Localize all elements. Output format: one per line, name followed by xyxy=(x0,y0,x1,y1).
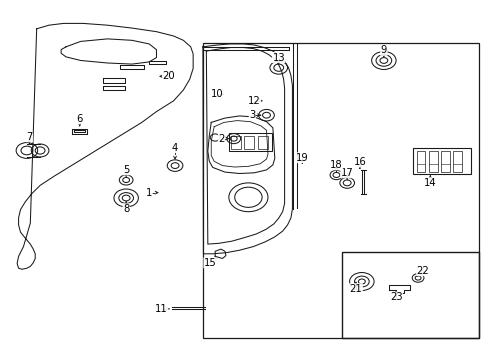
Bar xyxy=(258,136,267,149)
Text: 2: 2 xyxy=(218,134,224,144)
Text: 21: 21 xyxy=(349,284,362,294)
Text: 15: 15 xyxy=(203,258,216,268)
Bar xyxy=(440,151,449,172)
Bar xyxy=(416,151,425,172)
Text: 9: 9 xyxy=(380,45,386,55)
Bar xyxy=(230,136,240,149)
Text: 13: 13 xyxy=(272,53,285,63)
Text: 11: 11 xyxy=(155,304,167,314)
Bar xyxy=(428,151,437,172)
Text: 23: 23 xyxy=(389,292,402,302)
Text: 12: 12 xyxy=(247,96,260,106)
Text: 19: 19 xyxy=(295,153,308,163)
Text: 20: 20 xyxy=(162,71,175,81)
Text: 10: 10 xyxy=(210,89,223,99)
Text: 8: 8 xyxy=(123,204,129,214)
Bar xyxy=(412,148,470,174)
Text: 1: 1 xyxy=(145,188,152,198)
Bar xyxy=(244,136,254,149)
Text: 18: 18 xyxy=(329,160,342,170)
Text: 3: 3 xyxy=(249,110,255,120)
Text: 22: 22 xyxy=(416,266,428,276)
Text: 16: 16 xyxy=(353,157,366,167)
Bar xyxy=(203,43,478,338)
Text: 14: 14 xyxy=(423,178,436,188)
Text: 7: 7 xyxy=(26,132,33,142)
Text: 4: 4 xyxy=(172,143,178,153)
Bar xyxy=(452,151,461,172)
Text: 6: 6 xyxy=(76,114,83,124)
Bar xyxy=(228,133,271,151)
Text: 5: 5 xyxy=(122,165,129,175)
Text: 17: 17 xyxy=(340,168,353,178)
Bar xyxy=(342,252,478,338)
